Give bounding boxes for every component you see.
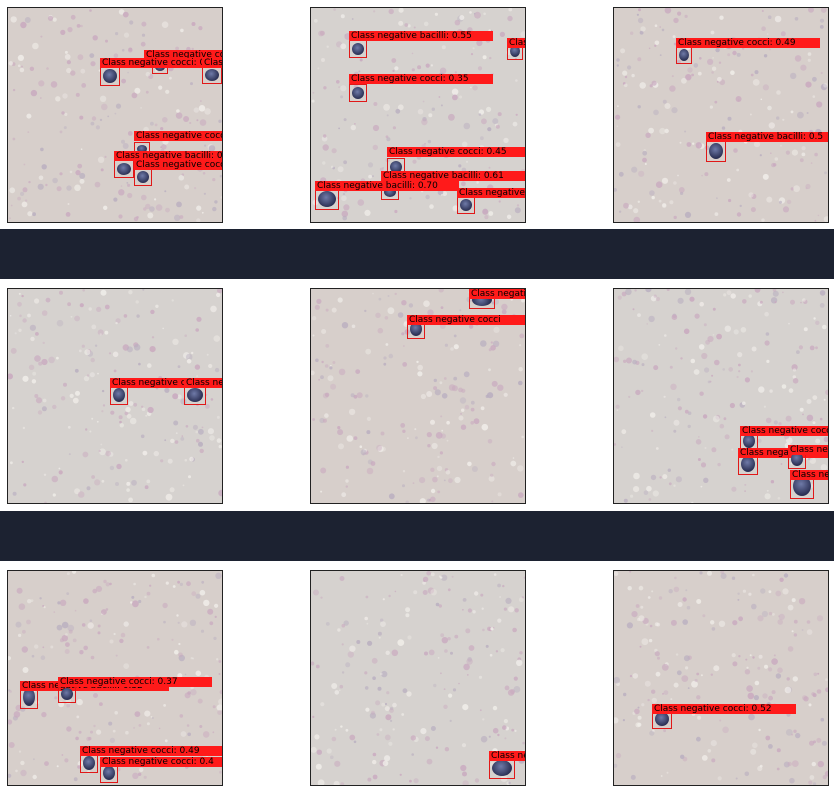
- micrograph-tile-r2c3: Class negative cocci Class negative bacil…: [613, 288, 829, 504]
- micrograph-tile-r3c3: Class negative cocci: 0.52: [613, 570, 829, 786]
- detection-label: Class negative cocci: 0.3: [134, 160, 222, 170]
- stained-cell: [679, 49, 689, 61]
- detection-label: Class negative cocci: 0.4: [507, 38, 525, 48]
- stained-cell: [137, 145, 147, 153]
- separator-band-1: [0, 229, 834, 279]
- stained-cell: [103, 766, 115, 780]
- stained-cell: [709, 143, 723, 159]
- detection-label: Class negative cocci: [790, 470, 828, 480]
- detection-box: [706, 140, 726, 162]
- detection-label: Class negative cocci: 0.6: [202, 58, 222, 68]
- micrograph-tile-r1c3: Class negative cocci: 0.49 Class negative…: [613, 7, 829, 223]
- detection-box: [114, 160, 134, 178]
- detection-label: Class negative cocci: 0.4: [457, 188, 525, 198]
- stained-cell: [61, 688, 73, 700]
- detection-label: Class negative cocci: 0.5: [100, 58, 214, 68]
- stained-cell: [318, 191, 336, 207]
- stained-cell: [492, 760, 512, 776]
- micrograph-background: [311, 571, 525, 785]
- detection-label: Class negative cocci: 0.49: [676, 38, 820, 48]
- stained-cell: [117, 163, 131, 175]
- stained-cell: [741, 456, 755, 472]
- detection-box: [110, 385, 128, 405]
- detection-label: Class negative cocci: 0.4: [100, 757, 222, 767]
- detection-box: [80, 753, 98, 773]
- stained-cell: [83, 756, 95, 770]
- stained-cell: [137, 171, 149, 183]
- detection-label: Class negative cocci: [407, 315, 525, 325]
- detection-label: Class negative cocci: 0.4: [469, 289, 525, 299]
- separator-band-2: [0, 511, 834, 561]
- stained-cell: [655, 712, 669, 726]
- stained-cell: [743, 434, 755, 448]
- detection-label: Class negative bacilli: 0.70: [315, 181, 459, 191]
- stained-cell: [113, 388, 125, 402]
- detection-label: Class negative bacilli: 0.55: [349, 31, 493, 41]
- detection-label: Class negative bacilli: [738, 448, 828, 458]
- stained-cell: [187, 388, 203, 402]
- detection-box: [349, 40, 367, 58]
- detection-box: [315, 188, 339, 210]
- stained-cell: [352, 43, 364, 55]
- detection-box: [676, 46, 692, 64]
- micrograph-tile-r1c2: Class negative bacilli: 0.55 Class negati…: [310, 7, 526, 223]
- stained-cell: [384, 187, 396, 197]
- micrograph-tile-r3c1: Class negative bacilli: 0.32Class negati…: [7, 570, 223, 786]
- detection-label: Class negative cocci: 0.35: [349, 74, 493, 84]
- detection-label: Class negative bacilli: 0.61: [381, 171, 525, 181]
- detection-box: [100, 66, 120, 86]
- stained-cell: [791, 452, 803, 466]
- detection-label: Class negative cocci: [489, 751, 525, 761]
- detection-label: Class negative cocci: 0.52: [652, 704, 796, 714]
- stained-cell: [23, 688, 35, 706]
- stained-cell: [103, 69, 117, 83]
- detection-label: Class negative cocci: [184, 378, 222, 388]
- detection-box: [134, 168, 152, 186]
- detection-label: Class negative cocci: [788, 445, 828, 455]
- micrograph-tile-r3c2: Class negative cocci: [310, 570, 526, 786]
- stained-cell: [460, 199, 472, 211]
- stained-cell: [390, 161, 402, 173]
- detection-box: [202, 66, 222, 84]
- stained-cell: [205, 69, 219, 81]
- stained-cell: [510, 45, 520, 57]
- detection-box: [184, 385, 206, 405]
- micrograph-background: [614, 289, 828, 503]
- detection-label: Class negative bacilli: 0.5: [706, 132, 828, 142]
- detection-label: Class negative cocci: [740, 426, 828, 436]
- detection-label: Class negative cocci: 0.5: [134, 131, 222, 141]
- detection-box: [58, 685, 76, 703]
- detection-label: Class negative cocci: 0.45: [387, 147, 525, 157]
- detection-box: [349, 84, 367, 102]
- detection-box: [457, 196, 475, 214]
- detection-label: Class negative cocci: 0.43: [144, 50, 222, 60]
- micrograph-background: [8, 8, 222, 222]
- stained-cell: [352, 87, 364, 99]
- detection-label: Class negative cocci: 0.37: [58, 677, 212, 687]
- detection-label: Class negative cocci: [110, 378, 189, 388]
- micrograph-background: [614, 571, 828, 785]
- micrograph-tile-r2c2: Class negative cocci Class negative cocci…: [310, 288, 526, 504]
- detection-label: Class negative bacilli: 0.4: [114, 151, 222, 161]
- stained-cell: [793, 476, 811, 496]
- stained-cell: [410, 322, 422, 336]
- micrograph-tile-r1c1: Class negative cocci: 0.43Class negative…: [7, 7, 223, 223]
- detection-label: Class negative cocci: 0.49: [80, 746, 222, 756]
